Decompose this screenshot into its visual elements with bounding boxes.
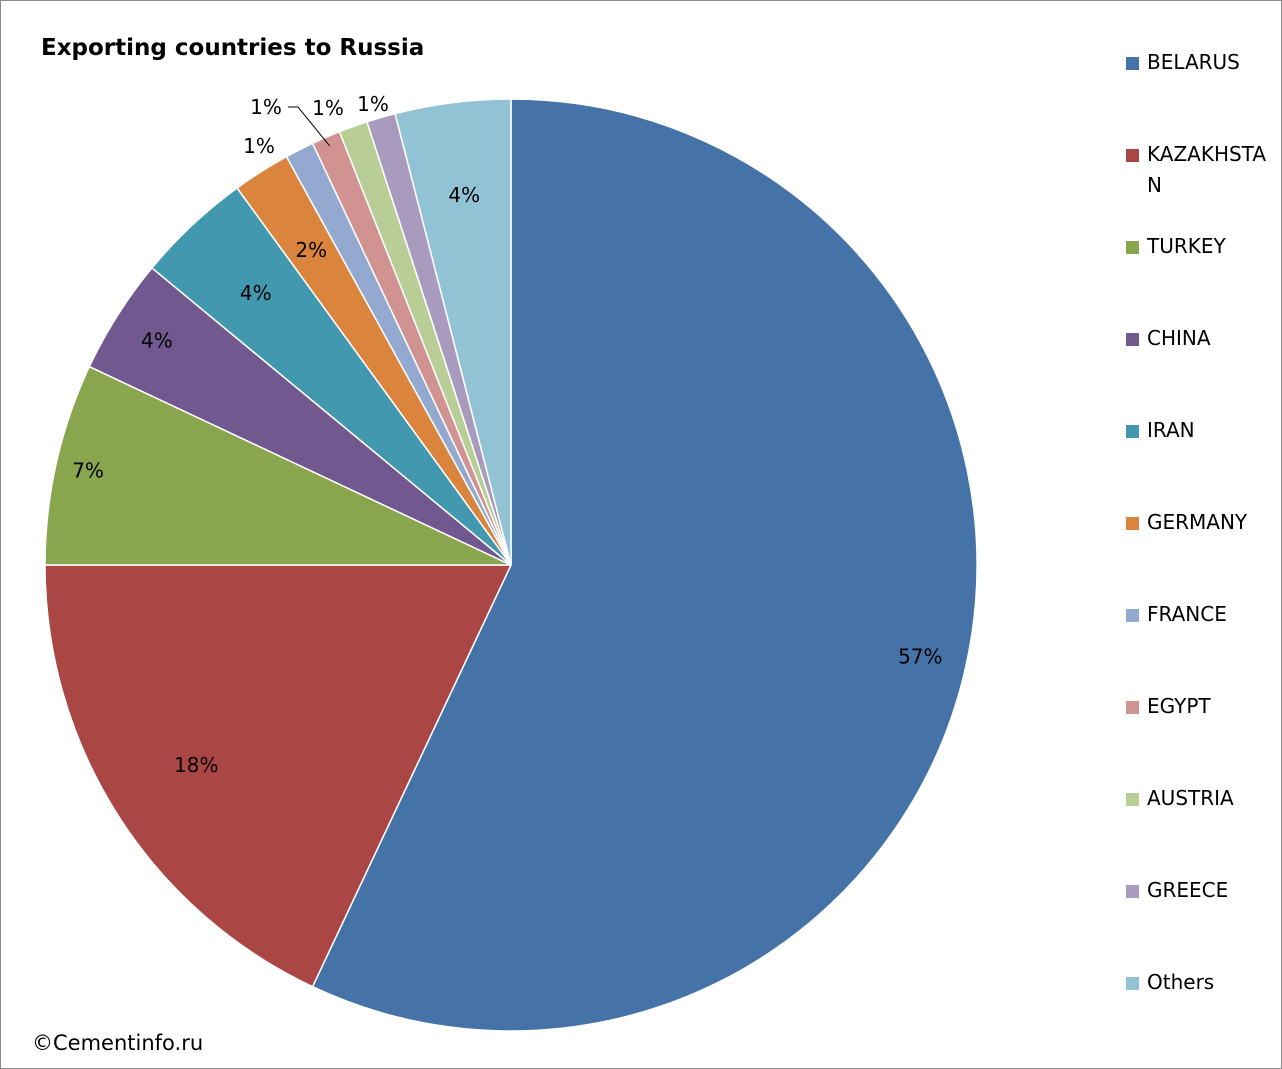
data-label-turkey: 7%: [72, 458, 104, 482]
data-label-china: 4%: [141, 328, 173, 352]
legend-label: Others: [1147, 970, 1215, 994]
legend-swatch: [1126, 609, 1139, 622]
legend-swatch: [1126, 425, 1139, 438]
legend-swatch: [1126, 977, 1139, 990]
legend-label: TURKEY: [1147, 234, 1226, 258]
legend-label: KAZAKHSTAN: [1147, 142, 1267, 197]
data-label-egypt: 1%: [250, 95, 282, 119]
legend-label: FRANCE: [1147, 602, 1227, 626]
copyright-text: ©Cementinfo.ru: [32, 1031, 204, 1055]
legend-swatch: [1126, 701, 1139, 714]
legend-swatch: [1126, 793, 1139, 806]
legend-label: BELARUS: [1147, 50, 1240, 74]
data-label-austria: 1%: [312, 96, 344, 120]
pie-slice-belarus: [311, 98, 978, 1032]
pie-chart: 57% 18% 7% 4% 4% 2% 1% 1% 1% 1% 4%: [44, 92, 978, 1032]
data-label-kazakhstan: 18%: [174, 753, 218, 777]
legend-label: IRAN: [1147, 418, 1195, 442]
data-label-belarus: 57%: [898, 644, 942, 668]
data-label-others: 4%: [448, 183, 480, 207]
legend-swatch: [1126, 241, 1139, 254]
legend-label: GERMANY: [1147, 510, 1248, 534]
leader-line-egypt: [288, 106, 331, 147]
data-label-germany: 2%: [295, 238, 327, 262]
pie-slice-turkey: [44, 365, 512, 566]
legend-swatch: [1126, 57, 1139, 70]
data-label-greece: 1%: [357, 92, 389, 116]
chart-title: Exporting countries to Russia: [41, 35, 425, 61]
legend-swatch: [1126, 149, 1139, 162]
legend-label: AUSTRIA: [1147, 786, 1234, 810]
pie-slice-kazakhstan: [44, 564, 513, 988]
data-label-france: 1%: [243, 134, 275, 158]
legend-swatch: [1126, 885, 1139, 898]
legend-swatch: [1126, 517, 1139, 530]
legend-label: GREECE: [1147, 878, 1229, 902]
legend-label: EGYPT: [1147, 694, 1211, 718]
legend-label: CHINA: [1147, 326, 1211, 350]
legend-swatch: [1126, 333, 1139, 346]
data-label-iran: 4%: [240, 281, 272, 305]
pie-slice-others: [394, 98, 512, 566]
